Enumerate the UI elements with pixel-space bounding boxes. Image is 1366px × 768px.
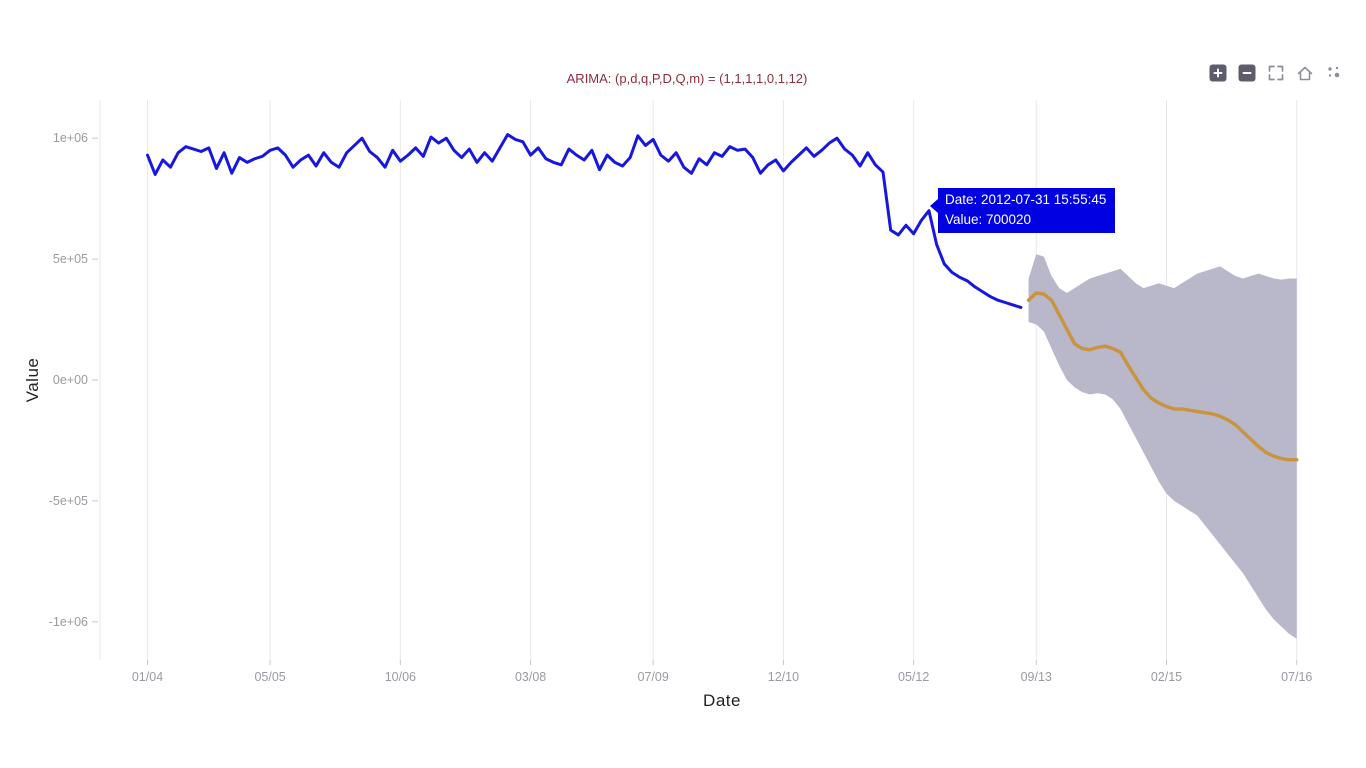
forecast-line xyxy=(1026,291,1299,462)
tooltip-value: Value: 700020 xyxy=(944,211,1032,227)
zoom-out-button[interactable] xyxy=(1237,63,1257,83)
x-tick-label: 10/06 xyxy=(385,670,416,684)
confidence-band xyxy=(1028,254,1297,639)
zoom-in-button[interactable] xyxy=(1208,63,1228,83)
x-tick-label: 05/05 xyxy=(254,670,285,684)
y-tick-label: -5e+05 xyxy=(49,494,88,508)
fullscreen-button[interactable] xyxy=(1266,63,1286,83)
fullscreen-icon xyxy=(1268,65,1284,81)
y-axis-label: Value xyxy=(23,357,42,403)
y-tick-label: 0e+00 xyxy=(53,373,88,387)
x-tick-label: 01/04 xyxy=(132,670,163,684)
y-tick-label: 1e+06 xyxy=(53,131,88,145)
observed-line xyxy=(146,133,1023,309)
x-tick-label: 12/10 xyxy=(768,670,799,684)
zoom-in-icon xyxy=(1209,64,1227,82)
tooltip-date: Date: 2012-07-31 15:55:45 xyxy=(944,191,1107,207)
y-tick-label: 5e+05 xyxy=(53,252,88,266)
chart-toolbar xyxy=(1208,63,1344,83)
y-tick-label: -1e+06 xyxy=(49,615,88,629)
chart-title: ARIMA: (p,d,q,P,D,Q,m) = (1,1,1,1,0,1,12… xyxy=(566,71,808,86)
logo-dots-button[interactable] xyxy=(1324,63,1344,83)
home-button[interactable] xyxy=(1295,63,1315,83)
x-axis-label: Date xyxy=(703,691,741,710)
x-tick-label: 03/08 xyxy=(515,670,546,684)
x-tick-label: 05/12 xyxy=(898,670,929,684)
x-tick-label: 07/09 xyxy=(638,670,669,684)
logo-dots-icon xyxy=(1328,66,1340,78)
x-tick-label: 09/13 xyxy=(1021,670,1052,684)
x-tick-label: 02/15 xyxy=(1151,670,1182,684)
home-icon xyxy=(1297,66,1313,81)
tooltip-arrow xyxy=(929,198,938,213)
zoom-out-icon xyxy=(1238,64,1256,82)
hover-tooltip: Date: 2012-07-31 15:55:45 Value: 700020 xyxy=(929,187,1116,233)
x-tick-label: 07/16 xyxy=(1281,670,1312,684)
